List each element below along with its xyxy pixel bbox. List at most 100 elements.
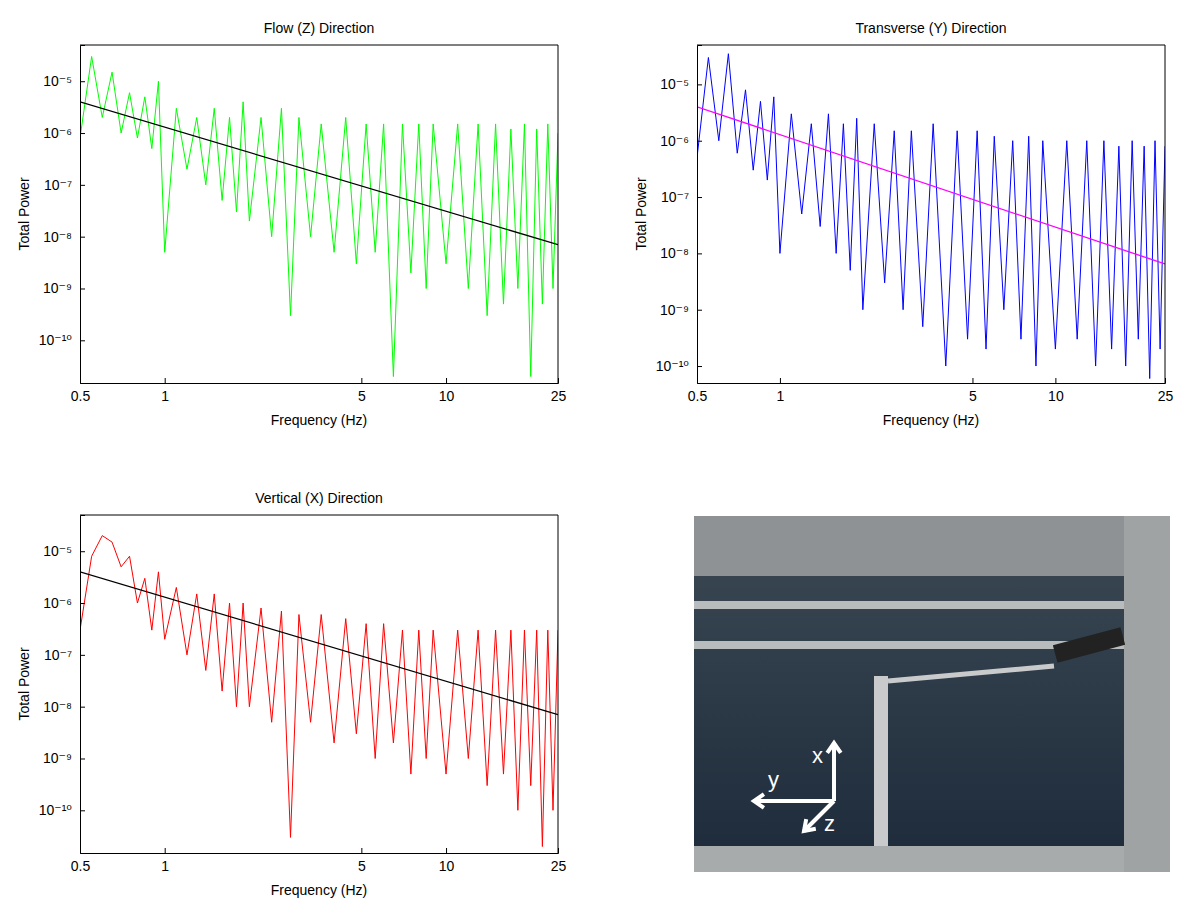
y-tick-mark: [80, 185, 85, 186]
y-tick: 10⁻¹⁰: [39, 802, 85, 818]
y-tick-label: 10⁻⁸: [43, 229, 72, 245]
x-tick: 10: [1048, 378, 1064, 404]
x-tick: 5: [969, 378, 977, 404]
panel: 0.515102510⁻¹⁰10⁻⁹10⁻⁸10⁻⁷10⁻⁶10⁻⁵Transv…: [633, 20, 1174, 428]
x-tick-label: 25: [551, 858, 567, 874]
photo-probe: [874, 676, 888, 846]
x-tick: 1: [161, 848, 169, 874]
frame: [558, 45, 559, 383]
y-tick-label: 10⁻⁶: [43, 125, 72, 141]
y-tick: 10⁻⁵: [43, 543, 85, 559]
y-tick-mark: [80, 340, 85, 341]
x-tick-mark: [361, 848, 362, 853]
axis-line: [698, 378, 1166, 384]
photo-axis-label: y: [768, 767, 779, 792]
y-tick-label: 10⁻⁵: [660, 76, 689, 92]
y-tick-mark: [80, 237, 85, 238]
x-tick-label: 1: [161, 388, 169, 404]
marks: [80, 536, 558, 847]
fit-line: [697, 107, 1165, 264]
x-tick-label: 10: [1048, 388, 1064, 404]
photo-axis-arrow: [832, 743, 836, 801]
figure: 0.5 1 5 10 25 10⁻¹⁰ 10⁻⁹ 10⁻⁸ 10⁻⁷ 10⁻⁶ 10⁻⁵ Flow (…: [0, 0, 1186, 923]
chart-title: Vertical (X) Direction: [255, 490, 383, 506]
x-tick-label: 10: [439, 388, 455, 404]
y-tick-label: 10⁻⁷: [44, 647, 72, 663]
x-tick-mark: [780, 378, 781, 383]
x-tick-label: 0.5: [688, 388, 708, 404]
y-tick-mark: [697, 310, 702, 311]
x-tick-label: 1: [161, 858, 169, 874]
fit-line: [80, 102, 558, 245]
photo-frame: [694, 846, 1170, 872]
plot-background: [697, 45, 1165, 383]
frame: [697, 45, 1165, 46]
y-tick-mark: [697, 197, 702, 198]
y-tick: 10⁻⁵: [43, 73, 85, 89]
x-axis: 0.5 1 5 10 25: [688, 378, 1174, 404]
frame: [80, 45, 558, 46]
y-tick: 10⁻⁶: [43, 125, 85, 141]
marks: [697, 54, 1165, 379]
photo-axis-label: x: [812, 743, 823, 768]
x-tick-label: 10: [439, 858, 455, 874]
y-axis-title: Total Power: [16, 177, 32, 250]
x-tick-mark: [558, 378, 559, 383]
x-tick-label: 1: [777, 388, 785, 404]
y-tick: 10⁻⁷: [44, 647, 85, 663]
photo-axis-arrowhead: [754, 794, 764, 808]
fit-line: [80, 572, 558, 715]
x-tick: 10: [439, 378, 455, 404]
y-tick-label: 10⁻¹⁰: [39, 802, 73, 818]
frame: [1165, 45, 1166, 383]
photo-probe: [888, 666, 1054, 681]
y-axis: 10⁻¹⁰ 10⁻⁹ 10⁻⁸ 10⁻⁷ 10⁻⁶ 10⁻⁵: [39, 46, 85, 384]
y-tick-label: 10⁻⁸: [660, 245, 689, 261]
x-axis-title: Frequency (Hz): [271, 882, 367, 898]
x-tick: 25: [551, 848, 567, 874]
x-tick: 5: [358, 378, 366, 404]
photo-axis-label: z: [824, 811, 835, 836]
y-tick-mark: [80, 288, 85, 289]
x-axis: 0.5151025: [71, 848, 567, 874]
chart-title: Flow (Z) Direction: [264, 20, 374, 36]
axis-line: [81, 378, 559, 384]
y-tick-label: 10⁻⁵: [43, 73, 72, 89]
x-tick: 25: [551, 378, 567, 404]
y-tick: 10⁻⁸: [43, 229, 85, 245]
y-tick: 10⁻⁵: [660, 76, 702, 92]
plot-background: [80, 515, 558, 853]
chart-title: Transverse (Y) Direction: [855, 20, 1006, 36]
y-tick-mark: [697, 366, 702, 367]
y-tick: 10⁻¹⁰: [39, 332, 85, 348]
frame: [80, 515, 558, 516]
photo-panel: x y z: [694, 516, 1170, 872]
x-tick-mark: [1165, 378, 1166, 383]
photo-frame: [694, 516, 1170, 576]
y-tick-label: 10⁻⁶: [43, 595, 72, 611]
x-axis-title: Frequency (Hz): [271, 412, 367, 428]
axis-line: [81, 848, 559, 854]
x-tick-mark: [165, 378, 166, 383]
x-tick: 25: [1158, 378, 1174, 404]
y-tick: 10⁻⁶: [43, 595, 85, 611]
y-tick-mark: [80, 707, 85, 708]
spectrum-line: [80, 56, 558, 376]
x-axis: 0.5 1 5 10 25: [71, 378, 567, 404]
y-tick-label: 10⁻⁷: [44, 177, 72, 193]
photo-rail: [694, 601, 1124, 609]
axis-line: [698, 46, 703, 384]
y-tick: 10⁻⁹: [43, 750, 85, 766]
x-tick-mark: [165, 848, 166, 853]
y-tick-label: 10⁻⁹: [43, 280, 72, 296]
x-tick-mark: [361, 378, 362, 383]
axis-line: [81, 46, 86, 384]
photo-axis-arrowhead: [827, 743, 841, 753]
y-tick-label: 10⁻⁷: [661, 189, 689, 205]
frame: [558, 515, 559, 853]
x-tick-mark: [1055, 378, 1056, 383]
y-tick: 10⁻¹⁰: [656, 358, 702, 374]
y-tick-label: 10⁻⁵: [43, 543, 72, 559]
x-tick-label: 0.5: [71, 388, 91, 404]
y-tick-mark: [697, 84, 702, 85]
